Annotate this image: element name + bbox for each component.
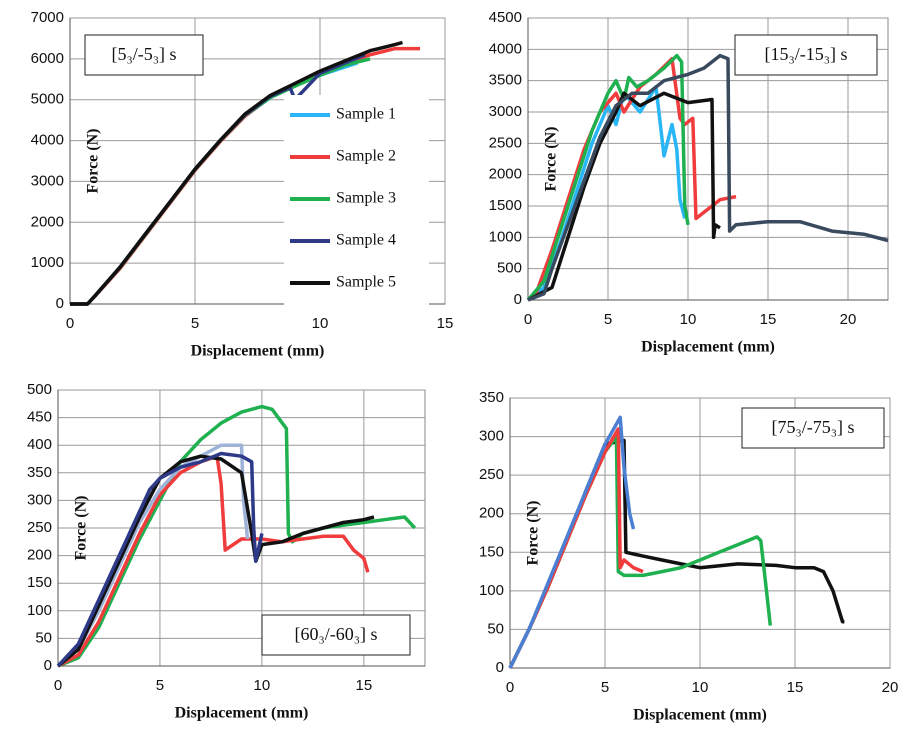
data-line — [56, 443, 250, 668]
y-tick-label: 50 — [35, 629, 52, 646]
x-tick-label: 15 — [787, 679, 804, 696]
y-tick-label: 200 — [479, 505, 504, 522]
y-tick-label: 0 — [496, 659, 504, 676]
y-tick-label: 1000 — [489, 228, 522, 245]
panel: 0 500 1000 1500 2000 2500 3000 3500 4000 4500 0 5 10… — [489, 9, 889, 356]
annotation-box — [741, 407, 885, 449]
x-tick-label: 10 — [254, 677, 271, 694]
y-axis-label: Force (N) — [85, 129, 102, 194]
legend-label: Sample 2 — [336, 148, 396, 165]
panel: 0 50 100 150 200 250 300 350 0 5 10 15 20 Displacemen… — [479, 389, 898, 724]
data-line — [57, 454, 370, 668]
data-line — [70, 40, 403, 306]
x-tick-label: 5 — [191, 315, 199, 332]
y-tick-label: 150 — [27, 574, 52, 591]
y-tick-label: 0 — [44, 657, 52, 674]
y-tick-label: 200 — [27, 547, 52, 564]
y-tick-label: 350 — [479, 389, 504, 406]
x-tick-label: 5 — [601, 679, 609, 696]
annotation-box — [261, 614, 411, 656]
y-tick-label: 0 — [514, 291, 522, 308]
legend-label: Sample 5 — [336, 274, 396, 291]
data-line — [57, 404, 417, 668]
annotation: [15₃/-15₃] s — [764, 44, 847, 64]
y-tick-label: 450 — [27, 409, 52, 426]
y-tick-label: 5000 — [31, 91, 64, 108]
y-tick-label: 6000 — [31, 50, 64, 67]
y-tick-label: 300 — [479, 428, 504, 445]
y-axis-label: Force (N) — [543, 127, 560, 192]
y-tick-label: 100 — [479, 582, 504, 599]
y-tick-label: 400 — [27, 436, 52, 453]
y-tick-label: 0 — [56, 295, 64, 312]
x-tick-label: 10 — [312, 315, 329, 332]
y-tick-label: 4000 — [489, 40, 522, 57]
y-tick-label: 3000 — [31, 172, 64, 189]
y-tick-label: 4000 — [31, 132, 64, 149]
data-line — [508, 415, 636, 669]
y-tick-label: 2000 — [31, 213, 64, 230]
data-line — [526, 53, 690, 302]
x-tick-label: 0 — [506, 679, 514, 696]
annotation-box — [84, 34, 204, 76]
annotation: [60₃/-60₃] s — [294, 624, 377, 644]
x-tick-label: 5 — [604, 311, 612, 328]
y-tick-label: 350 — [27, 464, 52, 481]
y-tick-label: 3500 — [489, 72, 522, 89]
y-tick-label: 250 — [479, 466, 504, 483]
y-tick-label: 1000 — [31, 254, 64, 271]
y-tick-label: 250 — [27, 519, 52, 536]
x-tick-label: 15 — [355, 677, 372, 694]
x-tick-label: 5 — [156, 677, 164, 694]
y-axis-label: Force (N) — [525, 501, 542, 566]
data-line — [527, 53, 889, 302]
x-tick-label: 0 — [54, 677, 62, 694]
x-tick-label: 0 — [524, 311, 532, 328]
annotation: [5₃/-5₃] s — [111, 44, 176, 64]
x-axis-label: Displacement (mm) — [175, 705, 309, 722]
x-tick-label: 20 — [882, 679, 899, 696]
x-tick-label: 10 — [692, 679, 709, 696]
y-tick-label: 4500 — [489, 9, 522, 26]
legend-label: Sample 1 — [336, 106, 396, 123]
y-tick-label: 100 — [27, 602, 52, 619]
data-line — [527, 91, 721, 302]
data-line — [56, 451, 264, 668]
x-tick-label: 15 — [760, 311, 777, 328]
x-axis-label: Displacement (mm) — [641, 339, 775, 356]
y-tick-label: 150 — [479, 543, 504, 560]
legend-label: Sample 4 — [336, 232, 396, 249]
data-line — [56, 454, 375, 668]
legend-label: Sample 3 — [336, 190, 396, 207]
y-tick-label: 500 — [27, 381, 52, 398]
x-tick-label: 20 — [840, 311, 857, 328]
y-tick-label: 1500 — [489, 197, 522, 214]
y-tick-label: 7000 — [31, 9, 64, 26]
x-tick-label: 10 — [680, 311, 697, 328]
annotation-box — [734, 34, 878, 76]
y-tick-label: 3000 — [489, 103, 522, 120]
y-tick-label: 2000 — [489, 166, 522, 183]
x-axis-label: Displacement (mm) — [191, 343, 325, 360]
y-tick-label: 300 — [27, 491, 52, 508]
x-tick-label: 15 — [437, 315, 454, 332]
y-tick-label: 500 — [497, 260, 522, 277]
annotation: [75₃/-75₃] s — [771, 417, 854, 437]
y-tick-label: 50 — [487, 620, 504, 637]
panel: 0 50 100 150 200 250 300 350 400 450 500 0 5 10 15 Disp… — [27, 381, 426, 722]
x-tick-label: 0 — [66, 315, 74, 332]
panel: 0 1000 2000 3000 4000 5000 6000 7000 0 5 10 15 Displ… — [31, 9, 454, 360]
y-tick-label: 2500 — [489, 134, 522, 151]
y-axis-label: Force (N) — [73, 496, 90, 561]
x-axis-label: Displacement (mm) — [633, 707, 767, 724]
